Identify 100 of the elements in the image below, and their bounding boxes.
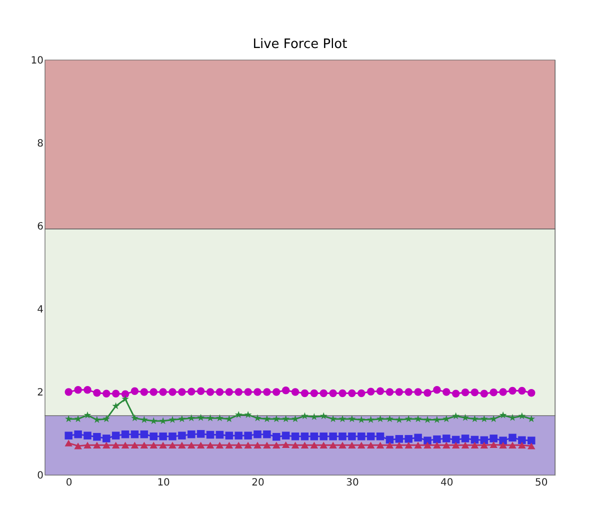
- point: [424, 442, 432, 448]
- point: [480, 442, 488, 448]
- point: [310, 389, 318, 398]
- point: [150, 417, 158, 424]
- point: [348, 442, 356, 448]
- point: [254, 388, 262, 396]
- point: [131, 414, 138, 422]
- point: [452, 390, 460, 398]
- point: [64, 432, 72, 440]
- point: [320, 432, 328, 440]
- x-tick-label: 0: [66, 478, 72, 488]
- point: [508, 386, 516, 395]
- y-tick-label: 10: [30, 56, 44, 66]
- point: [216, 430, 224, 439]
- point: [216, 388, 224, 396]
- point: [225, 442, 234, 448]
- point: [461, 434, 470, 442]
- point: [310, 413, 318, 420]
- point: [414, 388, 422, 396]
- point: [424, 416, 432, 423]
- point: [348, 432, 356, 440]
- point: [272, 388, 280, 396]
- point: [121, 442, 130, 448]
- point: [140, 416, 148, 423]
- point: [358, 432, 366, 440]
- point: [84, 411, 92, 418]
- point: [518, 412, 526, 420]
- point: [480, 390, 488, 398]
- point: [395, 442, 404, 448]
- point: [414, 442, 422, 448]
- point: [461, 388, 470, 396]
- point: [528, 442, 536, 450]
- point: [320, 389, 328, 398]
- point: [433, 386, 441, 394]
- point: [291, 388, 300, 396]
- point: [442, 388, 450, 396]
- point: [254, 442, 262, 448]
- point: [130, 387, 139, 396]
- point: [329, 432, 337, 440]
- point: [452, 436, 460, 444]
- point: [102, 390, 110, 398]
- point: [102, 434, 110, 442]
- point: [310, 442, 318, 448]
- point: [461, 442, 470, 448]
- point: [300, 442, 309, 448]
- point: [225, 388, 234, 396]
- point: [244, 388, 252, 396]
- point: [376, 415, 384, 422]
- point: [366, 442, 375, 448]
- point: [234, 442, 242, 448]
- point: [168, 442, 176, 448]
- point: [433, 442, 441, 448]
- y-tick-label: 2: [37, 388, 44, 398]
- point: [263, 415, 271, 422]
- point: [404, 435, 412, 443]
- point: [272, 442, 280, 448]
- point: [84, 432, 92, 440]
- point: [196, 442, 205, 448]
- point: [386, 388, 394, 396]
- point: [395, 388, 404, 396]
- point: [196, 387, 205, 396]
- point: [424, 388, 432, 397]
- point: [386, 436, 394, 444]
- point: [244, 442, 252, 448]
- point: [404, 388, 412, 396]
- point: [206, 442, 214, 448]
- point: [206, 414, 214, 422]
- point: [140, 442, 148, 448]
- point: [528, 388, 536, 397]
- point: [168, 432, 176, 440]
- y-tick-label: 8: [37, 138, 44, 150]
- chart-title: Live Force Plot: [252, 37, 348, 52]
- point: [282, 432, 290, 440]
- point: [188, 388, 196, 396]
- point: [102, 442, 110, 448]
- point: [404, 415, 412, 422]
- point: [329, 442, 337, 448]
- point: [433, 435, 441, 444]
- point: [206, 388, 214, 396]
- point: [366, 432, 375, 440]
- point: [178, 415, 186, 422]
- point: [206, 430, 214, 439]
- point: [490, 388, 498, 396]
- point: [424, 436, 432, 444]
- point: [112, 390, 120, 398]
- point: [414, 434, 422, 442]
- point: [112, 402, 120, 410]
- point: [159, 432, 167, 440]
- point: [130, 430, 139, 438]
- point: [376, 432, 384, 440]
- point: [291, 432, 300, 440]
- point: [178, 442, 186, 448]
- point: [225, 432, 234, 440]
- point: [178, 388, 186, 396]
- x-tick-label: 10: [157, 478, 170, 488]
- point: [159, 442, 167, 448]
- point: [64, 440, 72, 446]
- point: [150, 388, 158, 396]
- point: [178, 432, 186, 440]
- point: [130, 442, 139, 448]
